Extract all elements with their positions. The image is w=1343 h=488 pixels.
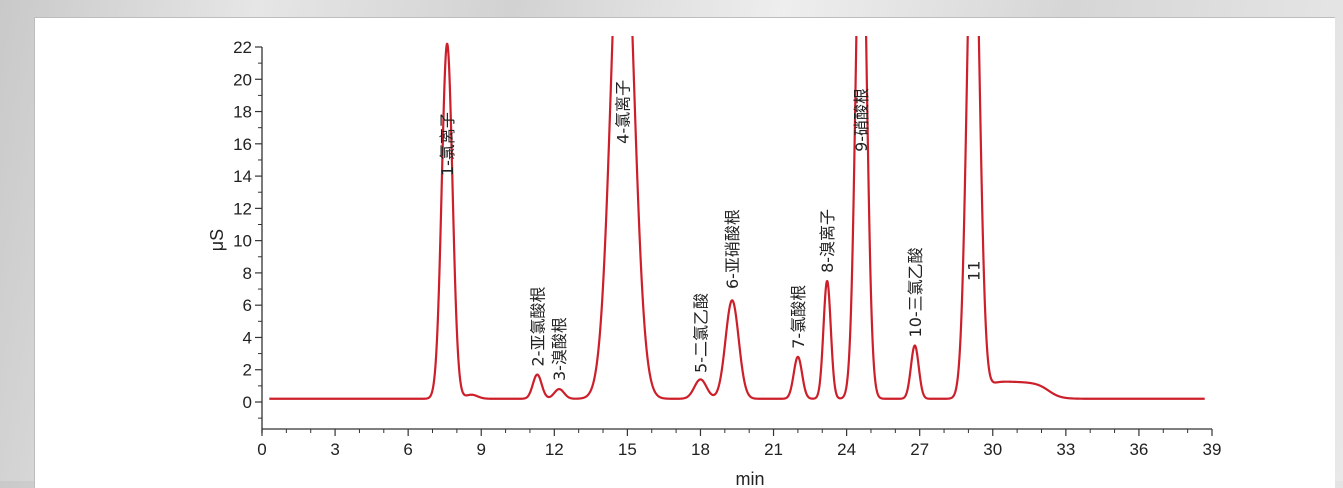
y-tick-label: 0 [243, 393, 252, 412]
y-tick-label: 14 [233, 167, 252, 186]
x-tick-label: 27 [910, 440, 929, 459]
x-tick-label: 33 [1056, 440, 1075, 459]
y-tick-label: 2 [243, 361, 252, 380]
peak-label: 8-溴离子 [818, 209, 837, 273]
x-tick-label: 6 [403, 440, 412, 459]
x-tick-label: 39 [1203, 440, 1222, 459]
peak-labels: 1-氯离子 2-亚氯酸根 3-溴酸根 4-氯离子 5-二氯乙酸 6-亚硝酸根 7-氯酸根 8-… [438, 80, 983, 381]
x-axis-title: min [735, 469, 764, 488]
peak-label: 5-二氯乙酸 [691, 293, 710, 373]
y-tick-label: 8 [243, 264, 252, 283]
peak-label: 4-氯离子 [614, 80, 633, 144]
x-tick-label: 18 [691, 440, 710, 459]
x-tick-label: 0 [257, 440, 266, 459]
peak-label: 2-亚氯酸根 [528, 287, 547, 367]
y-axis-title: μS [207, 229, 227, 251]
x-axis-ticks: 0 3 6 9 12 15 18 21 24 27 30 33 36 39 [257, 429, 1221, 459]
x-tick-label: 30 [983, 440, 1002, 459]
peak-label: 11 [964, 261, 983, 281]
y-tick-label: 4 [243, 328, 252, 347]
x-tick-label: 12 [545, 440, 564, 459]
x-tick-label: 36 [1129, 440, 1148, 459]
x-tick-label: 21 [764, 440, 783, 459]
y-tick-label: 18 [233, 103, 252, 122]
chromatogram-trace [268, 36, 1206, 400]
chart-panel: 0 2 4 6 8 10 12 14 16 18 20 22 0 3 6 9 12 15 18 21 24 27 30 33… [34, 17, 1335, 488]
y-tick-label: 10 [233, 232, 252, 251]
y-tick-label: 20 [233, 70, 252, 89]
x-tick-label: 24 [837, 440, 856, 459]
peak-label: 1-氯离子 [438, 112, 457, 176]
peak-label: 10-三氯乙酸 [906, 247, 925, 337]
peak-label: 3-溴酸根 [550, 317, 569, 381]
x-tick-label: 9 [476, 440, 485, 459]
y-tick-label: 12 [233, 199, 252, 218]
y-axis-ticks: 0 2 4 6 8 10 12 14 16 18 20 22 [233, 38, 262, 419]
x-tick-label: 15 [618, 440, 637, 459]
peak-label: 6-亚硝酸根 [723, 209, 742, 289]
y-tick-label: 22 [233, 38, 252, 57]
x-tick-label: 3 [330, 440, 339, 459]
y-tick-label: 16 [233, 135, 252, 154]
peak-label: 7-氯酸根 [789, 285, 808, 349]
y-tick-label: 6 [243, 296, 252, 315]
peak-label: 9-硝酸根 [852, 88, 871, 152]
